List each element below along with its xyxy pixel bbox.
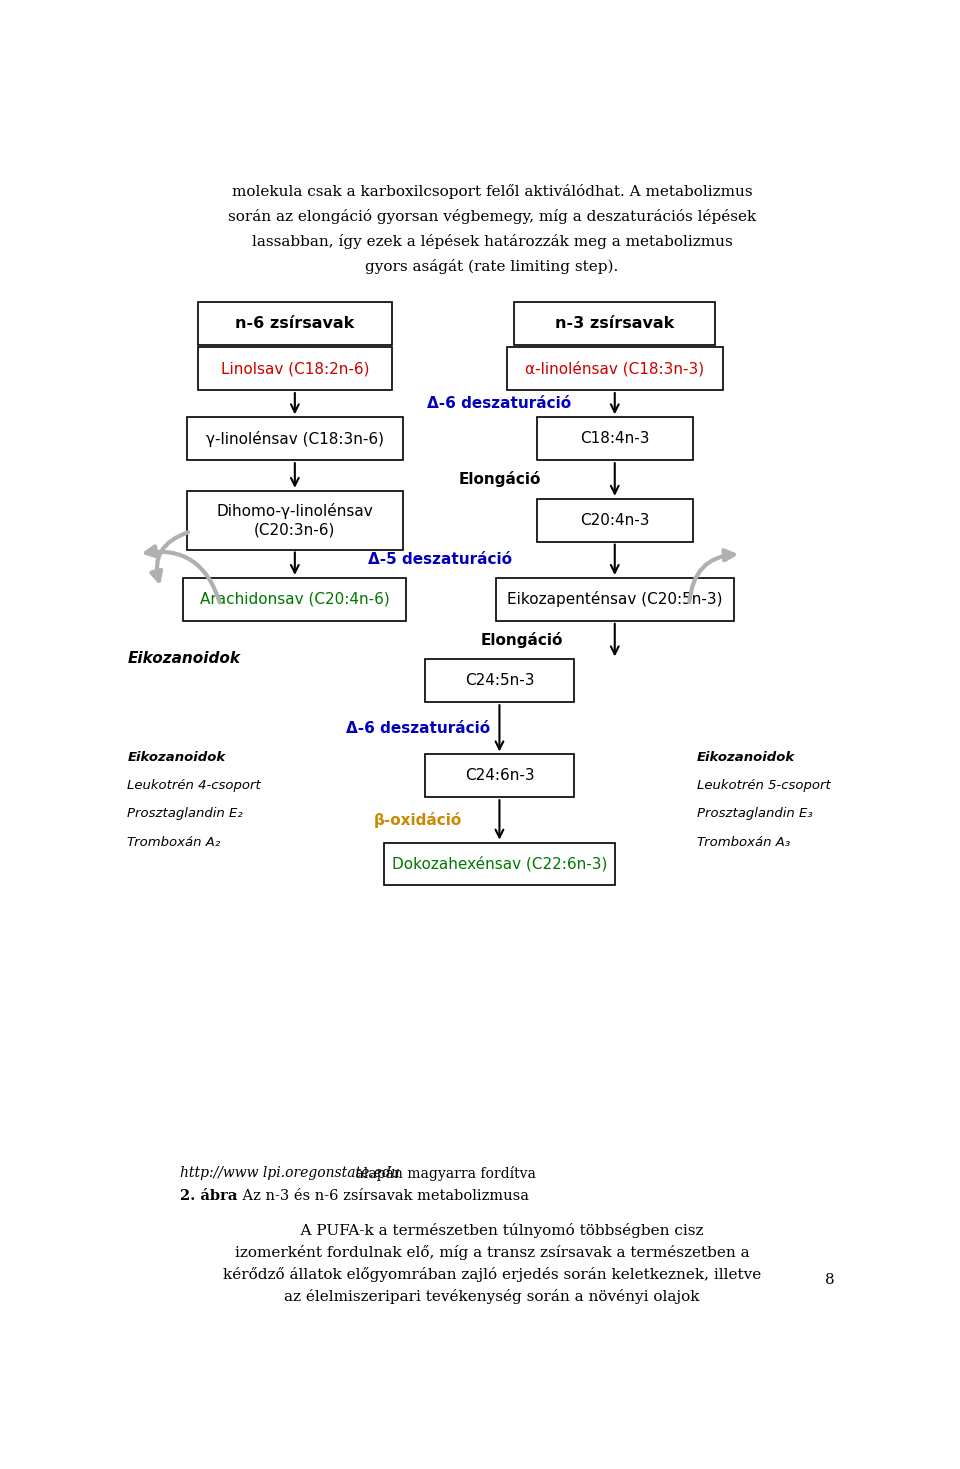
Text: Arachidonsav (C20:4n-6): Arachidonsav (C20:4n-6) <box>200 592 390 607</box>
FancyBboxPatch shape <box>425 660 574 702</box>
Text: β-oxidáció: β-oxidáció <box>373 812 462 829</box>
FancyBboxPatch shape <box>384 843 614 886</box>
Text: n-6 zsírsavak: n-6 zsírsavak <box>235 316 354 331</box>
Text: Eikozanoidok: Eikozanoidok <box>697 751 795 764</box>
Text: Eikozapenténsav (C20:5n-3): Eikozapenténsav (C20:5n-3) <box>507 592 723 607</box>
FancyBboxPatch shape <box>507 347 723 391</box>
Text: Elongáció: Elongáció <box>458 472 540 488</box>
Text: Leukotrén 5-csoport: Leukotrén 5-csoport <box>697 779 830 792</box>
Text: C24:6n-3: C24:6n-3 <box>465 768 535 783</box>
FancyBboxPatch shape <box>515 301 715 345</box>
Text: Δ-5 deszaturáció: Δ-5 deszaturáció <box>368 552 512 567</box>
FancyBboxPatch shape <box>187 491 403 549</box>
Text: 8: 8 <box>825 1274 834 1287</box>
Text: gyors aságát (rate limiting step).: gyors aságát (rate limiting step). <box>366 259 618 273</box>
FancyBboxPatch shape <box>198 347 392 391</box>
Text: Dokozahexénsav (C22:6n-3): Dokozahexénsav (C22:6n-3) <box>392 856 607 871</box>
FancyBboxPatch shape <box>537 417 693 460</box>
Text: Δ-6 deszaturáció: Δ-6 deszaturáció <box>346 721 490 736</box>
Text: α-linolénsav (C18:3n-3): α-linolénsav (C18:3n-3) <box>525 361 705 376</box>
Text: lassabban, így ezek a lépések határozzák meg a metabolizmus: lassabban, így ezek a lépések határozzák… <box>252 234 732 248</box>
Text: során az elongáció gyorsan végbemegy, míg a deszaturációs lépések: során az elongáció gyorsan végbemegy, mí… <box>228 209 756 225</box>
FancyBboxPatch shape <box>495 577 733 621</box>
FancyBboxPatch shape <box>187 417 403 460</box>
FancyBboxPatch shape <box>425 754 574 798</box>
Text: Prosztaglandin E₂: Prosztaglandin E₂ <box>128 808 243 821</box>
Text: Tromboxán A₃: Tromboxán A₃ <box>697 836 790 849</box>
Text: : Az n-3 és n-6 zsírsavak metabolizmusa: : Az n-3 és n-6 zsírsavak metabolizmusa <box>233 1188 529 1203</box>
Text: alapán magyarra fordítva: alapán magyarra fordítva <box>350 1166 536 1181</box>
Text: http://www lpi.oregonstate.edu: http://www lpi.oregonstate.edu <box>180 1166 399 1180</box>
Text: γ-linolénsav (C18:3n-6): γ-linolénsav (C18:3n-6) <box>205 430 384 447</box>
Text: Dihomo-γ-linolénsav
(C20:3n-6): Dihomo-γ-linolénsav (C20:3n-6) <box>216 502 373 538</box>
Text: Eikozanoidok: Eikozanoidok <box>128 751 226 764</box>
Text: C24:5n-3: C24:5n-3 <box>465 673 534 689</box>
Text: Tromboxán A₂: Tromboxán A₂ <box>128 836 221 849</box>
Text: molekula csak a karboxilcsoport felől aktiválódhat. A metabolizmus: molekula csak a karboxilcsoport felől ak… <box>231 184 753 200</box>
Text: Δ-6 deszaturáció: Δ-6 deszaturáció <box>427 397 571 411</box>
Text: Prosztaglandin E₃: Prosztaglandin E₃ <box>697 808 812 821</box>
FancyBboxPatch shape <box>537 498 693 542</box>
FancyBboxPatch shape <box>198 301 392 345</box>
Text: Eikozanoidok: Eikozanoidok <box>128 651 240 665</box>
Text: 2. ábra: 2. ábra <box>180 1188 237 1203</box>
Text: C20:4n-3: C20:4n-3 <box>580 513 650 527</box>
Text: Elongáció: Elongáció <box>481 632 563 648</box>
Text: n-3 zsírsavak: n-3 zsírsavak <box>555 316 674 331</box>
Text: C18:4n-3: C18:4n-3 <box>580 432 650 447</box>
FancyBboxPatch shape <box>183 577 406 621</box>
Text: Linolsav (C18:2n-6): Linolsav (C18:2n-6) <box>221 361 369 376</box>
Text: Leukotrén 4-csoport: Leukotrén 4-csoport <box>128 779 261 792</box>
Text: A PUFA-k a természetben túlnyomó többségben cisz
izomerként fordulnak elő, míg a: A PUFA-k a természetben túlnyomó többség… <box>223 1222 761 1304</box>
